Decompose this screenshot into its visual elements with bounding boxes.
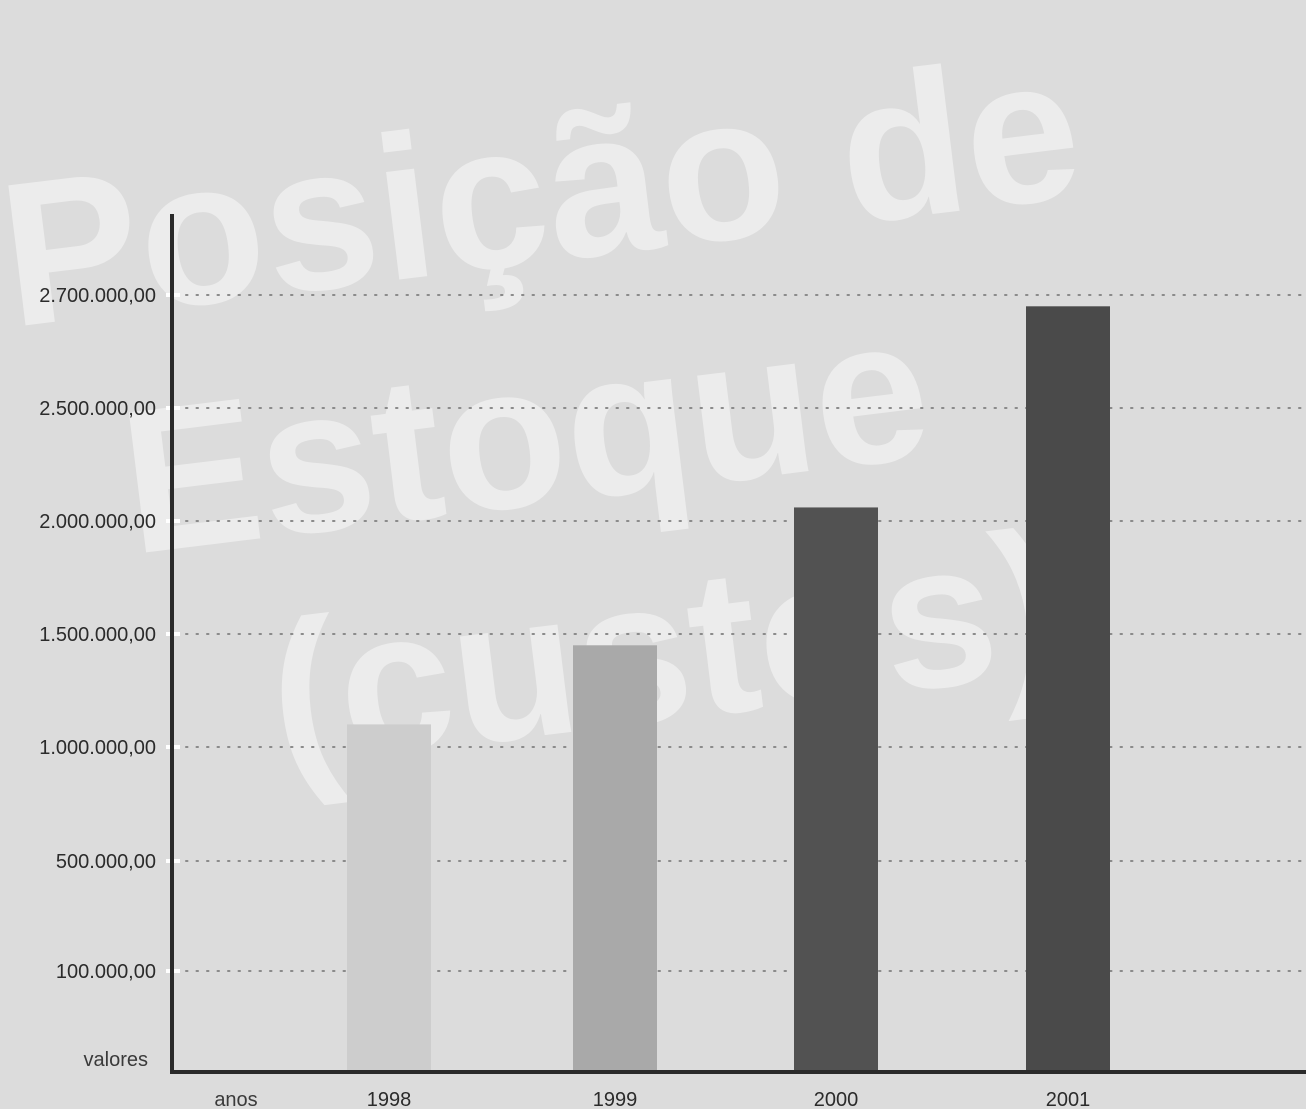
y-tick-label: 2.500.000,00 (39, 398, 156, 420)
y-tick-label: 1.500.000,00 (39, 624, 156, 646)
y-tick-label: 100.000,00 (56, 961, 156, 983)
x-tick-label: 1998 (367, 1089, 412, 1109)
bar-2001 (1026, 306, 1110, 1070)
y-tick-label: 2.700.000,00 (39, 285, 156, 307)
x-axis-ticks: 1998 1999 2000 2001 (367, 1089, 1091, 1109)
bar-2000 (794, 507, 878, 1070)
bar-1998 (347, 724, 431, 1070)
x-axis-title: anos (214, 1089, 257, 1109)
bar-1999 (573, 645, 657, 1070)
x-tick-label: 1999 (593, 1089, 638, 1109)
x-tick-label: 2001 (1046, 1089, 1091, 1109)
y-tick-label: 2.000.000,00 (39, 511, 156, 533)
y-axis-title: valores (84, 1049, 148, 1071)
y-axis-ticks: 100.000,00 500.000,00 1.000.000,00 1.500.00… (39, 285, 180, 983)
bars (347, 306, 1110, 1070)
y-tick-label: 500.000,00 (56, 851, 156, 873)
x-tick-label: 2000 (814, 1089, 859, 1109)
y-tick-label: 1.000.000,00 (39, 737, 156, 759)
